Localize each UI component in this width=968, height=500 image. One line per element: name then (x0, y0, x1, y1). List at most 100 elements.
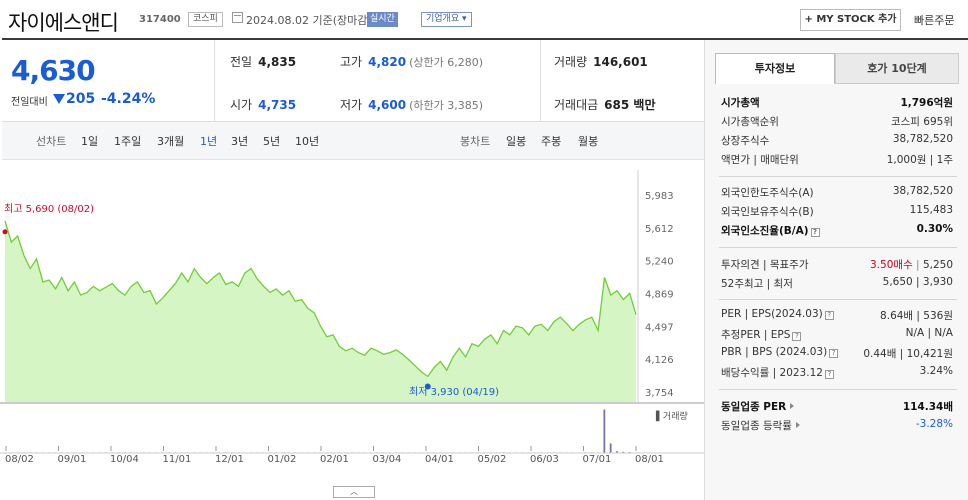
x-tick-label: 05/02 (478, 454, 507, 465)
tab-investment-info[interactable]: 투자정보 (715, 53, 835, 84)
candle-monthly[interactable]: 월봉 (578, 135, 599, 148)
help-icon[interactable]: ? (810, 228, 820, 237)
period-1d[interactable]: 1일 (81, 135, 99, 148)
x-tick-label: 06/03 (530, 454, 559, 465)
per-row: PER | EPS(2024.03)? 8.64배 | 536원 (721, 308, 953, 326)
pbr-value: 0.44배 | 10,421원 (863, 348, 953, 360)
stock-header: 자이에스앤디 317400 코스피 2024.08.02 기준(장마감) 실시간… (0, 0, 968, 38)
per-label: PER | EPS(2024.03)? (721, 308, 834, 320)
quick-order-link[interactable]: 빠른주문 (914, 14, 955, 27)
industry-per-row: 동일업종 PER 114.34배 (721, 399, 953, 417)
change-label: 전일대비 (11, 97, 48, 108)
price-chart[interactable]: 5,983 5,612 5,240 4,869 4,497 4,126 3,754 08/02… (0, 160, 704, 500)
est-per-row: 추정PER | EPS? N/A | N/A (721, 327, 953, 345)
week52-value: 5,650 | 3,930 (882, 276, 953, 288)
per-value: 8.64배 | 536원 (880, 310, 953, 322)
foreign-holding-label: 외국인보유주식수(B) (721, 206, 814, 218)
day-low-label: 저가 (340, 98, 363, 112)
x-tick-label: 09/01 (58, 454, 87, 465)
realtime-button[interactable]: 실시간 (367, 12, 398, 27)
trade-amount-value: 685 백만 (604, 98, 656, 112)
candle-weekly[interactable]: 주봉 (541, 135, 562, 148)
prev-close-label: 전일 (230, 55, 253, 69)
dividend-label: 배당수익률 | 2023.12? (721, 365, 834, 380)
volume-bar (603, 409, 606, 453)
volume-legend: ▌거래량 (656, 412, 688, 422)
caret-right-icon (795, 422, 800, 428)
est-per-text: 추정PER | EPS (721, 329, 791, 341)
target-price-label: 투자의견 | 목표주가 (721, 259, 809, 271)
lower-limit: (하한가 3,385) (409, 99, 483, 112)
divider (719, 389, 957, 390)
par-value-row: 액면가 | 매매단위 1,000원 | 1주 (721, 152, 953, 170)
period-5y[interactable]: 5년 (263, 135, 281, 148)
help-icon[interactable]: ? (792, 332, 802, 341)
x-tick-label: 12/01 (215, 454, 244, 465)
upper-limit: (상한가 6,280) (409, 56, 483, 69)
line-chart-label: 선차트 (36, 135, 67, 148)
open-label: 시가 (230, 98, 253, 112)
period-3y[interactable]: 3년 (231, 135, 249, 148)
rank-label: 시가총액순위 (721, 116, 779, 128)
divider (719, 299, 957, 300)
down-arrow-icon (53, 94, 65, 104)
industry-rate-text: 동일업종 등락률 (721, 420, 792, 432)
listed-shares-label: 상장주식수 (721, 135, 770, 147)
market-badge: 코스피 (188, 12, 223, 27)
industry-rate-label: 동일업종 등락률 (721, 418, 800, 433)
dividend-row: 배당수익률 | 2023.12? 3.24% (721, 365, 953, 383)
y-tick-label: 5,983 (645, 191, 674, 202)
quote-summary: 4,630 전일대비 205 -4.24% 전일 4,835 고가 4,820 (상한… (2, 40, 704, 122)
volume: 거래량 146,601 (554, 53, 648, 70)
add-my-stock-button[interactable]: + MY STOCK 추가 (800, 9, 901, 31)
help-icon[interactable]: ? (824, 311, 834, 320)
x-tick-label: 07/01 (583, 454, 612, 465)
y-tick-label: 4,869 (645, 290, 674, 301)
industry-per-value: 114.34배 (902, 401, 953, 413)
y-tick-label: 3,754 (645, 388, 674, 399)
y-tick-label: 4,497 (645, 322, 674, 333)
change-percent: -4.24% (101, 91, 156, 107)
period-10y[interactable]: 10년 (295, 135, 320, 148)
divider (540, 40, 541, 122)
target-price-value: 5,250 (922, 259, 953, 271)
est-per-label: 추정PER | EPS? (721, 327, 802, 342)
tab-orderbook[interactable]: 호가 10단계 (835, 53, 959, 84)
panel-tabs: 투자정보 호가 10단계 (715, 53, 959, 84)
help-icon[interactable]: ? (829, 349, 839, 358)
target-price-row: 투자의견 | 목표주가 3.50매수 | 5,250 (721, 257, 953, 275)
y-tick-label: 4,126 (645, 355, 674, 366)
industry-per-label: 동일업종 PER (721, 399, 795, 414)
y-tick-label: 5,240 (645, 257, 674, 268)
pbr-text: PBR | BPS (2024.03) (721, 346, 828, 358)
open-price: 시가 4,735 (230, 96, 296, 113)
foreign-holding-row: 외국인보유주식수(B) 115,483 (721, 204, 953, 222)
period-3m[interactable]: 3개월 (157, 135, 185, 148)
y-tick-label: 5,612 (645, 224, 674, 235)
volume-bar (609, 443, 612, 453)
period-1y[interactable]: 1년 (200, 135, 218, 148)
volume-label: 거래량 (554, 55, 588, 69)
company-info-dropdown[interactable]: 기업개요 ▾ (421, 12, 472, 27)
par-value-label: 액면가 | 매매단위 (721, 154, 799, 166)
chevron-up-icon[interactable]: ︿ (333, 486, 375, 498)
day-high-label: 고가 (340, 55, 363, 69)
prev-close: 전일 4,835 (230, 53, 296, 70)
trade-amount-label: 거래대금 (554, 98, 599, 112)
help-icon[interactable]: ? (824, 370, 834, 379)
quote-date: 2024.08.02 기준(장마감) (246, 14, 372, 27)
est-per-value: N/A | N/A (905, 327, 953, 339)
volume-bar (616, 451, 618, 453)
per-text: PER | EPS(2024.03) (721, 308, 823, 320)
volume-value: 146,601 (593, 55, 648, 69)
day-high: 고가 4,820 (상한가 6,280) (340, 53, 483, 70)
period-1w[interactable]: 1주일 (114, 135, 142, 148)
x-tick-label: 02/01 (320, 454, 349, 465)
company-info-label: 기업개요 (426, 14, 460, 24)
par-value-value: 1,000원 | 1주 (886, 154, 953, 166)
market-cap-value: 1,796억원 (900, 97, 953, 109)
listed-shares-row: 상장주식수 38,782,520 (721, 133, 953, 151)
divider (719, 176, 957, 177)
candle-daily[interactable]: 일봉 (506, 135, 527, 148)
dividend-text: 배당수익률 | 2023.12 (721, 367, 823, 379)
